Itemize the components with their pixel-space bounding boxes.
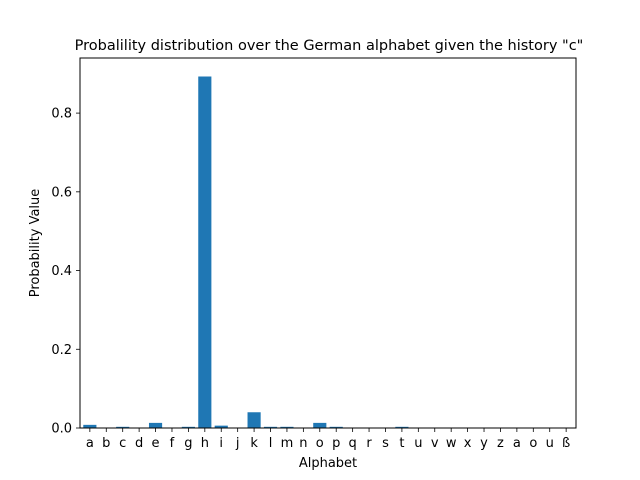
x-tick-label: g [184,436,192,451]
x-tick-label: o [316,436,324,451]
x-tick-label: y [480,436,488,451]
x-tick-label: b [102,436,110,451]
x-tick-label: i [219,436,223,451]
bar-g [181,426,195,428]
y-axis-label: Probability Value [28,189,43,298]
y-axis-ticks: 0.0 0.2 0.4 0.6 0.8 [51,107,80,437]
chart-title: Probalility distribution over the German… [75,38,584,54]
plot-frame [79,57,577,429]
x-tick-label: w [446,436,457,451]
bar-o [313,422,327,428]
bar-p [329,426,343,428]
y-tick-label: 0.8 [51,107,72,122]
x-tick-label: h [201,436,209,451]
bar-k [247,412,261,428]
x-tick-label: m [281,436,294,451]
bar-m [280,426,294,428]
bars-group [83,76,573,428]
x-tick-label: a [513,436,521,451]
bar-l [263,426,278,428]
x-tick-label: e [152,436,160,451]
x-tick-label: o [529,436,537,451]
bar-e [148,422,163,428]
x-tick-label: t [399,436,404,451]
x-tick-label: x [464,436,472,451]
x-axis-label: Alphabet [299,456,357,471]
x-tick-label: q [349,436,357,451]
x-tick-label: r [366,436,372,451]
bar-i [214,425,228,428]
x-tick-label: d [135,436,143,451]
x-tick-label: j [235,436,240,451]
x-tick-label: f [170,436,175,451]
x-tick-label: ß [562,436,570,451]
x-tick-label: l [269,436,273,451]
x-tick-label: z [497,436,504,451]
x-tick-label: c [119,436,126,451]
x-tick-label: n [299,436,307,451]
x-tick-label: k [250,436,258,451]
x-tick-label: u [414,436,422,451]
x-tick-label: p [332,436,340,451]
bar-c [116,426,130,428]
x-tick-label: a [86,436,94,451]
y-tick-label: 0.2 [51,343,72,358]
bar-a [83,424,97,428]
y-tick-label: 0.4 [51,264,72,279]
x-tick-label: s [382,436,389,451]
bar-h [198,76,212,428]
x-tick-label: v [431,436,439,451]
x-tick-label: u [546,436,554,451]
y-tick-label: 0.6 [51,185,72,200]
bar-t [395,426,409,428]
y-tick-label: 0.0 [51,422,72,437]
